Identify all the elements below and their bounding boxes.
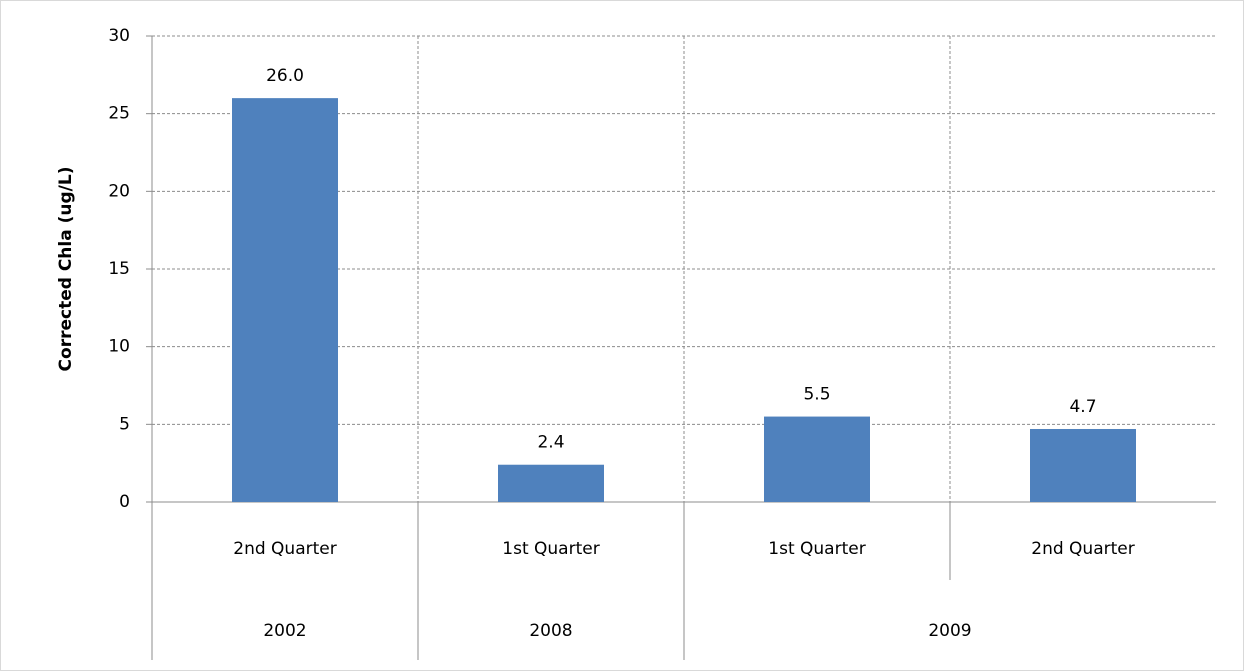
y-tick-label: 20 <box>108 181 130 201</box>
group-label: 2008 <box>529 621 572 641</box>
y-tick-label: 0 <box>119 492 130 512</box>
data-label: 26.0 <box>266 66 304 86</box>
x-tick-label: 1st Quarter <box>768 539 865 559</box>
y-tick-label: 25 <box>108 104 130 124</box>
x-tick-label: 2nd Quarter <box>233 539 336 559</box>
y-axis-title: Corrected Chla (ug/L) <box>56 167 76 372</box>
bar <box>764 416 870 502</box>
bar <box>1030 428 1136 502</box>
bar <box>498 464 604 502</box>
bar <box>232 98 338 502</box>
x-tick-label: 1st Quarter <box>502 539 599 559</box>
data-label: 2.4 <box>537 433 564 453</box>
data-label: 4.7 <box>1069 397 1096 417</box>
y-tick-label: 15 <box>108 259 130 279</box>
group-label: 2009 <box>928 621 971 641</box>
y-tick-label: 30 <box>108 26 130 46</box>
data-label: 5.5 <box>803 385 830 405</box>
group-label: 2002 <box>263 621 306 641</box>
x-tick-label: 2nd Quarter <box>1031 539 1134 559</box>
y-tick-label: 5 <box>119 414 130 434</box>
y-tick-label: 10 <box>108 337 130 357</box>
